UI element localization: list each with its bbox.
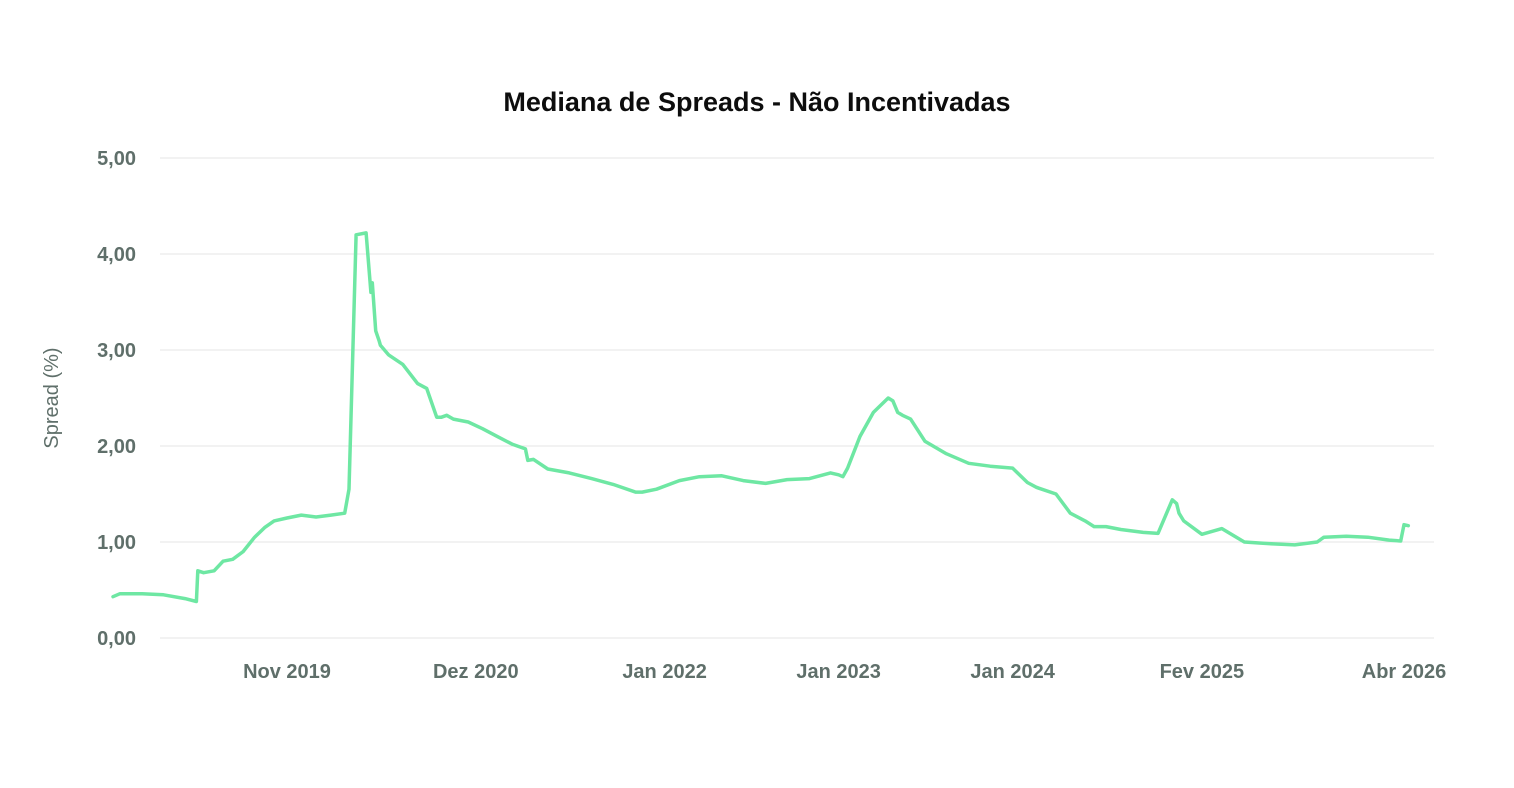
x-tick-label: Abr 2026	[1362, 661, 1447, 683]
y-tick-label: 4,00	[97, 244, 136, 266]
series-layer	[111, 231, 1411, 604]
x-tick-label: Jan 2023	[796, 661, 881, 683]
x-axis-tick-labels: Nov 2019 Dez 2020 Jan 2022 Jan 2023 Jan 2024…	[243, 661, 1446, 683]
y-tick-label: 2,00	[97, 436, 136, 458]
spread-median-line	[111, 231, 1411, 604]
y-axis-title: Spread (%)	[41, 347, 63, 448]
gridlines	[160, 157, 1434, 639]
x-tick-label: Fev 2025	[1160, 661, 1245, 683]
x-tick-label: Jan 2022	[622, 661, 707, 683]
y-tick-label: 0,00	[97, 628, 136, 650]
y-tick-label: 3,00	[97, 340, 136, 362]
x-tick-label: Jan 2024	[970, 661, 1055, 683]
y-tick-label: 1,00	[97, 532, 136, 554]
y-tick-label: 5,00	[97, 148, 136, 170]
x-tick-label: Dez 2020	[433, 661, 519, 683]
y-axis-tick-labels: 0,00 1,00 2,00 3,00 4,00 5,00	[97, 148, 136, 650]
chart-title: Mediana de Spreads - Não Incentivadas	[503, 87, 1010, 117]
x-tick-label: Nov 2019	[243, 661, 331, 683]
